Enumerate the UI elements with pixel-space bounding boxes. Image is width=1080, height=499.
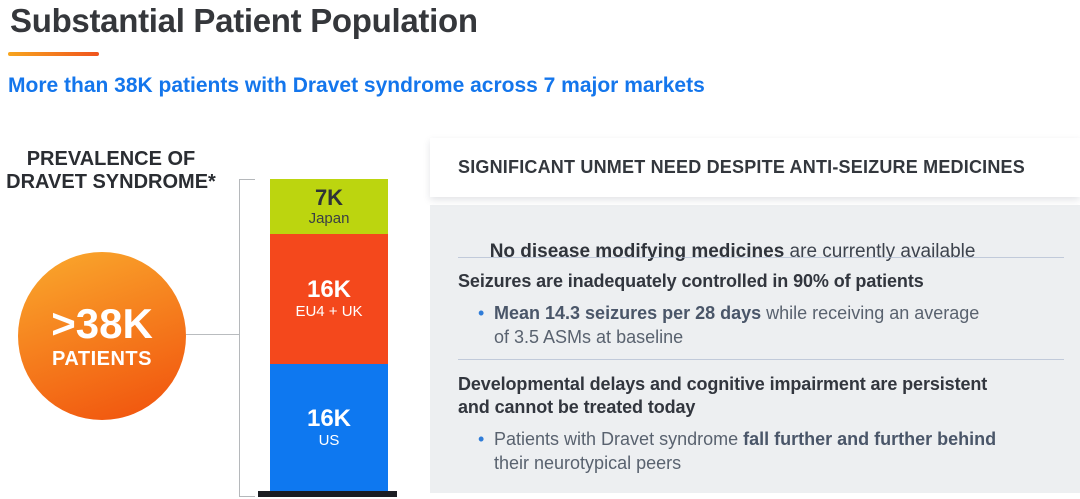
bar-segment-japan: 7K Japan xyxy=(270,179,388,234)
seizures-bullet: • Mean 14.3 seizures per 28 days while r… xyxy=(478,301,979,349)
bold-text: Mean 14.3 seizures per 28 days xyxy=(494,303,762,323)
regular-text: Patients with Dravet syndrome xyxy=(494,429,744,449)
bar-segment-us: 16K US xyxy=(270,364,388,491)
bold-text: fall further and further behind xyxy=(743,429,997,449)
divider xyxy=(458,359,1064,360)
total-patients-circle: >38K PATIENTS xyxy=(18,252,186,420)
bullet-dot-icon: • xyxy=(478,429,485,449)
developmental-heading: Developmental delays and cognitive impai… xyxy=(458,374,988,417)
total-patients-label: PATIENTS xyxy=(52,347,152,370)
bracket xyxy=(239,179,255,497)
bullet-text: Patients with Dravet syndrome fall furth… xyxy=(494,427,996,475)
regular-text: while receiving an average of 3.5 ASMs a… xyxy=(494,303,980,347)
page-title: Substantial Patient Population xyxy=(10,2,478,39)
segment-value: 16K xyxy=(306,276,352,303)
stacked-bar-chart: 7K Japan 16K EU4 + UK 16K US xyxy=(270,179,388,491)
bar-baseline xyxy=(258,491,397,497)
regular-text: their neurotypical peers xyxy=(494,453,682,473)
regular-text: are currently available xyxy=(784,241,976,262)
prevalence-heading: PREVALENCE OF DRAVET SYNDROME* xyxy=(6,148,216,193)
bullet-dot-icon: • xyxy=(478,303,485,323)
segment-region: EU4 + UK xyxy=(295,303,363,320)
bullet-text: Mean 14.3 seizures per 28 days while rec… xyxy=(494,301,979,349)
divider xyxy=(458,257,1064,258)
total-patients-value: >38K xyxy=(51,299,153,347)
title-accent-underline xyxy=(8,52,99,56)
bar-segment-eu4-uk: 16K EU4 + UK xyxy=(270,234,388,364)
bold-text: No disease modifying medicines xyxy=(489,241,785,262)
no-disease-modifying-line: No disease modifying medicines are curre… xyxy=(458,219,976,285)
connector-line xyxy=(186,334,239,335)
segment-region: US xyxy=(318,431,340,449)
developmental-bullet: • Patients with Dravet syndrome fall fur… xyxy=(478,427,996,475)
unmet-need-panel-header: SIGNIFICANT UNMET NEED DESPITE ANTI-SEIZ… xyxy=(430,138,1080,197)
segment-value: 16K xyxy=(306,404,352,432)
unmet-need-panel-body: No disease modifying medicines are curre… xyxy=(430,205,1080,493)
seizures-heading: Seizures are inadequately controlled in … xyxy=(458,271,924,291)
segment-value: 7K xyxy=(314,184,344,210)
slide-subtitle: More than 38K patients with Dravet syndr… xyxy=(8,74,705,97)
segment-region: Japan xyxy=(308,209,350,227)
